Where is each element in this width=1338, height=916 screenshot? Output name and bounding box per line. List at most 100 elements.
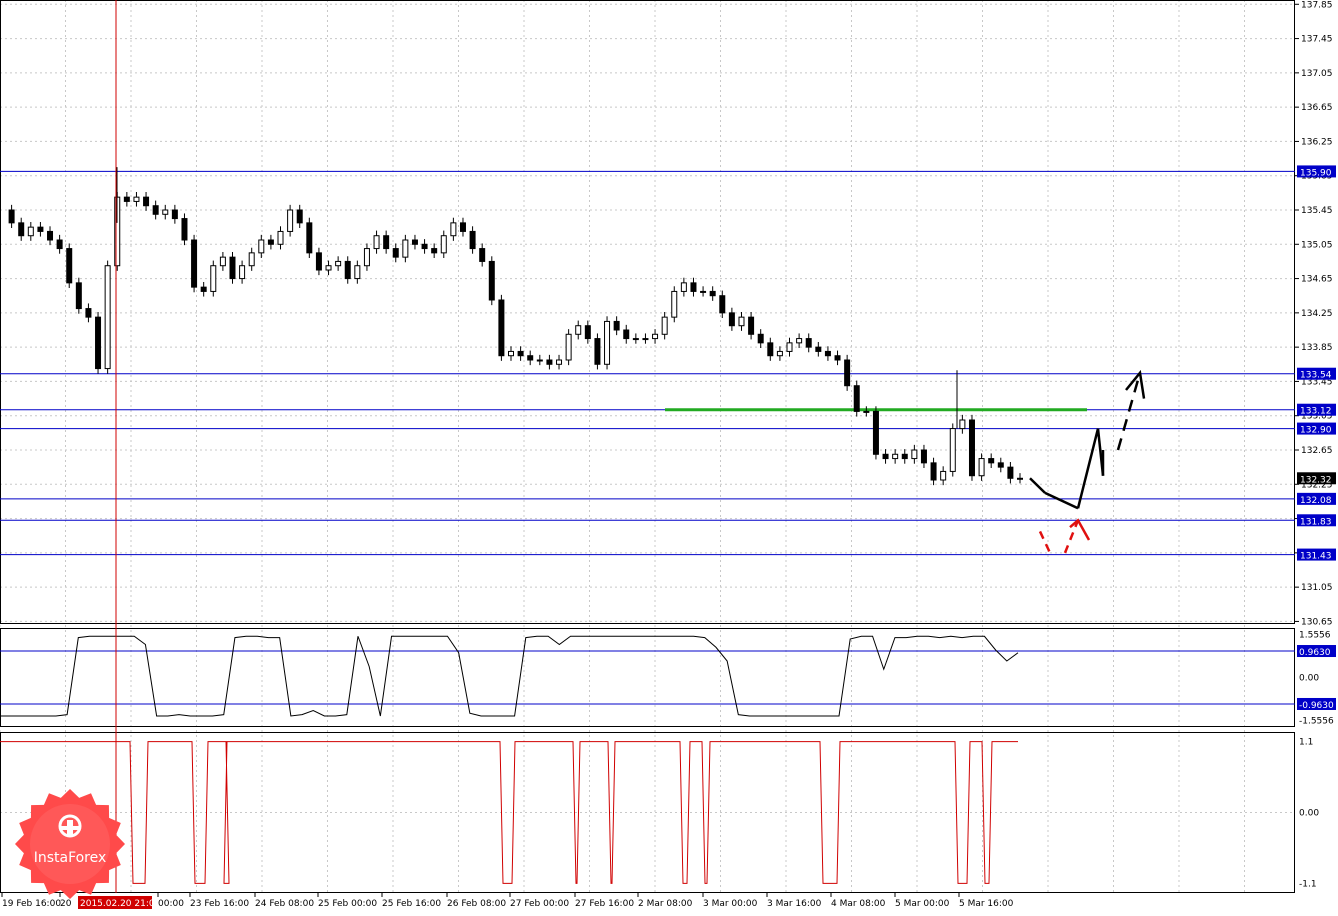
candle-body [901,453,908,460]
candle-body [968,419,975,477]
level-label: 135.90 [1300,168,1332,178]
y-tick-label: 133.85 [1301,343,1333,353]
candle-body [373,235,380,250]
candle-body [508,350,514,357]
candle-body [892,453,899,460]
candle-body [143,196,150,207]
forecast-red-segment [1063,519,1080,554]
candle-body [594,338,601,365]
x-tick-label: 5 Mar 00:00 [895,899,950,909]
candle-body [75,282,82,310]
candle-body [315,252,322,271]
candle-body [354,265,361,280]
level-label: 131.43 [1300,552,1332,562]
x-tick-label: 25 Feb 00:00 [318,899,377,909]
candle-body [248,252,255,267]
candle-body [363,248,370,267]
candle-body [306,222,313,254]
candle-body [940,470,947,481]
candle-body [623,329,630,340]
candle-body [863,410,870,413]
candle-body [239,265,246,280]
candle-body [450,222,457,237]
x-tick-label: 27 Feb 00:00 [510,899,569,909]
x-tick-label: 26 Feb 08:00 [447,899,506,909]
candle-body [815,346,822,352]
candle-body [997,462,1004,468]
candle-body [123,196,130,202]
level-label-bg [1297,367,1336,380]
candle-body [834,355,841,361]
candle-body [479,248,486,262]
candle-body [411,239,418,245]
candle-body [613,320,620,331]
price-series [8,167,1023,486]
forecast-red-arrowhead [1069,518,1091,541]
x-tick-label: 25 Feb 16:00 [382,899,441,909]
candle-body [344,260,351,280]
x-tick-label: 2 Mar 08:00 [638,899,693,909]
ind1-level-label: -0.9630 [1299,701,1334,711]
level-label-bg [1297,403,1336,416]
candle-body [988,458,995,464]
current-price-label: 132.32 [1300,475,1332,485]
x-tick-label: 19 Feb 16:00 [2,899,61,909]
candle-body [978,458,985,477]
candle-body [748,316,755,335]
candle-body [325,265,332,271]
candle-body [536,359,543,362]
indicator2-panel [0,741,1018,884]
candle-body [66,248,73,284]
crosshair-time-label: 2015.02.20 21:00 [80,899,161,909]
ind2-y-tick-label: 1.1 [1299,738,1313,748]
candle-body [8,209,15,224]
candle-body [911,449,918,460]
y-tick-label: 133.05 [1301,412,1333,422]
level-label: 131.83 [1300,517,1332,527]
ind1-y-tick-label: 1.5556 [1299,631,1331,641]
level-label: 132.08 [1300,496,1332,506]
level-label: 133.12 [1300,407,1332,417]
candle-body [517,350,524,357]
y-tick-label: 133.45 [1301,377,1333,387]
level-label-bg [1297,548,1336,561]
candle-body [920,449,927,464]
level-label: 132.90 [1300,426,1332,436]
x-tick-label: 20 [60,899,72,909]
candle-body [700,290,707,293]
ind1-level-label: 0.9630 [1299,648,1331,658]
candle-body [1017,477,1023,480]
candle-body [671,290,678,318]
grid-lines [0,0,1295,893]
candle-body [402,239,409,258]
ind1-line [0,635,1019,717]
candle-body [258,239,265,254]
panel-border-1 [0,0,1295,624]
candle-body [152,205,159,215]
x-tick-label: 00:00 [158,899,184,909]
candle-body [431,248,438,254]
candle-body [219,256,226,267]
candle-body [181,218,188,241]
candle-body [930,462,937,481]
candle-body [104,265,111,370]
level-label-bg [1297,165,1336,178]
candle-body [776,350,783,357]
price-levels [0,170,1295,556]
candle-body [37,226,44,232]
candle-body [277,230,284,245]
forecast-black-segment [1044,491,1079,510]
candle-body [757,333,764,344]
ind2-y-tick-label: -1.1 [1299,879,1317,889]
candle-body [383,235,390,250]
x-tick-label: 27 Feb 16:00 [575,899,634,909]
candle-body [853,385,860,412]
forecast-black-segment [1076,428,1100,509]
forecast-arrowhead [1125,369,1146,399]
candle-body [642,338,649,341]
candle-body [191,239,198,288]
level-label-bg [1297,422,1336,435]
ind1-level-label-bg [1297,697,1336,710]
candle-body [565,333,572,361]
